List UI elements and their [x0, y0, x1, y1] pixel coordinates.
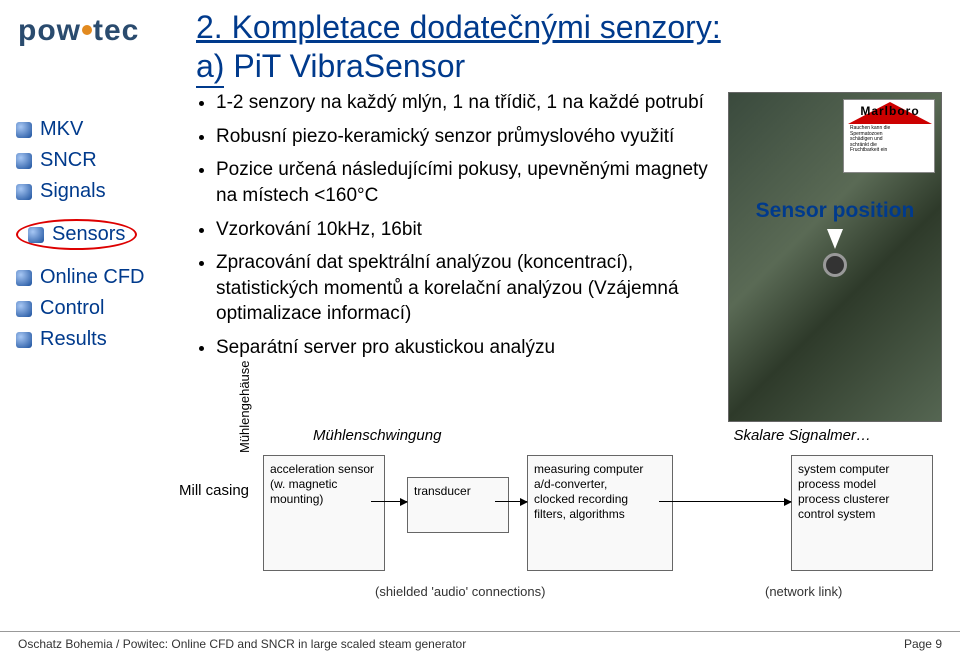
cube-icon	[16, 301, 32, 317]
caption-network: (network link)	[765, 584, 842, 599]
marlboro-brand: Marlboro	[848, 104, 932, 118]
diagram-box-transducer: transducer	[407, 477, 509, 533]
cube-icon	[16, 153, 32, 169]
signal-flow-diagram: Mühlenschwingung Skalare Signalmer… Mill…	[170, 426, 942, 600]
caption-shielded: (shielded 'audio' connections)	[375, 584, 545, 599]
title-sub-rest: PiT VibraSensor	[224, 48, 465, 84]
sidebar-nav: MKV SNCR Signals Sensors Online CFD Cont…	[16, 110, 176, 359]
cigarette-pack: Marlboro Rauchen kann die Spermatozoen s…	[843, 99, 935, 173]
logo: powtec	[18, 14, 139, 48]
bullet-item: Separátní server pro akustickou analýzu	[216, 335, 716, 361]
footer-left: Oschatz Bohemia / Powitec: Online CFD an…	[18, 637, 466, 651]
nav-label: Online CFD	[40, 266, 144, 288]
footer: Oschatz Bohemia / Powitec: Online CFD an…	[0, 631, 960, 658]
cube-icon	[16, 122, 32, 138]
sensor-photo: Marlboro Rauchen kann die Spermatozoen s…	[728, 92, 942, 422]
arrow-right-icon	[659, 501, 791, 502]
cube-icon	[16, 270, 32, 286]
diagram-title-right: Skalare Signalmer…	[733, 427, 871, 444]
nav-label: Sensors	[52, 223, 125, 245]
logo-dot-icon	[82, 25, 92, 35]
arrow-down-icon	[827, 229, 843, 249]
title-main: 2. Kompletace dodatečnými senzory:	[196, 8, 940, 46]
bullet-item: 1-2 senzory na každý mlýn, 1 na třídič, …	[216, 90, 716, 116]
nav-label: MKV	[40, 118, 83, 140]
diagram-box-sensor: acceleration sensor(w. magnetic mounting…	[263, 455, 385, 571]
slide-title: 2. Kompletace dodatečnými senzory: a) Pi…	[196, 8, 940, 85]
diagram-box-measuring: measuring computera/d-converter,clocked …	[527, 455, 673, 571]
diagram-title-left: Mühlenschwingung	[313, 427, 441, 444]
logo-right: tec	[93, 14, 139, 47]
footer-right: Page 9	[904, 637, 942, 651]
nav-item-control[interactable]: Control	[16, 297, 176, 320]
sensor-point-icon	[823, 253, 847, 277]
arrow-right-icon	[371, 501, 407, 502]
nav-label: SNCR	[40, 149, 97, 171]
cube-icon	[28, 227, 44, 243]
nav-item-signals[interactable]: Signals	[16, 180, 176, 203]
title-sub: a) PiT VibraSensor	[196, 48, 940, 85]
logo-left: pow	[18, 14, 81, 47]
nav-item-sensors[interactable]: Sensors	[16, 219, 137, 250]
arrow-right-icon	[495, 501, 527, 502]
content-bullets: 1-2 senzory na každý mlýn, 1 na třídič, …	[196, 90, 716, 369]
mill-casing-label: Mill casing	[179, 483, 249, 500]
marlboro-warning: Rauchen kann die Spermatozoen schädigen …	[850, 126, 898, 154]
nav-item-mkv[interactable]: MKV	[16, 118, 176, 141]
nav-label: Control	[40, 297, 104, 319]
nav-item-online-cfd[interactable]: Online CFD	[16, 266, 176, 289]
bullet-item: Zpracování dat spektrální analýzou (konc…	[216, 250, 716, 327]
nav-label: Results	[40, 328, 107, 350]
title-sub-underlined: a)	[196, 48, 224, 88]
diagram-box-system: system computerprocess modelprocess clus…	[791, 455, 933, 571]
nav-item-sncr[interactable]: SNCR	[16, 149, 176, 172]
sensor-position-label: Sensor position	[729, 199, 941, 223]
vertical-label: Mühlengehäuse	[237, 360, 252, 453]
nav-label: Signals	[40, 180, 106, 202]
cube-icon	[16, 184, 32, 200]
bullet-item: Pozice určená následujícími pokusy, upev…	[216, 157, 716, 208]
bullet-item: Vzorkování 10kHz, 16bit	[216, 217, 716, 243]
bullet-item: Robusní piezo-keramický senzor průmyslov…	[216, 124, 716, 150]
cube-icon	[16, 332, 32, 348]
nav-item-results[interactable]: Results	[16, 328, 176, 351]
